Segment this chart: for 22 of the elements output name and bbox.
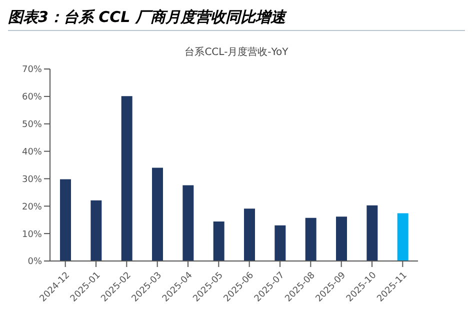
bar	[152, 168, 163, 261]
y-tick-label: 10%	[22, 230, 42, 240]
y-tick-label: 70%	[22, 65, 42, 76]
y-tick-label: 0%	[28, 257, 42, 268]
bar	[397, 213, 408, 261]
bar	[244, 208, 255, 261]
bar	[305, 218, 316, 261]
bar	[274, 225, 286, 261]
bar	[182, 185, 194, 261]
bar	[90, 200, 102, 261]
y-tick-label: 60%	[22, 92, 42, 103]
bar	[213, 222, 224, 261]
chart-subtitle: 台系CCL-月度营收-YoY	[184, 46, 290, 59]
y-tick-label: 30%	[22, 174, 42, 185]
bar	[121, 96, 132, 261]
bar	[60, 179, 71, 261]
bar	[366, 205, 378, 261]
chart-title: 图表3：台系 CCL 厂商月度营收同比增速	[8, 8, 465, 31]
y-tick-label: 20%	[22, 202, 42, 212]
bar	[336, 216, 347, 261]
y-tick-label: 50%	[22, 120, 42, 130]
y-tick-label: 40%	[22, 147, 42, 158]
